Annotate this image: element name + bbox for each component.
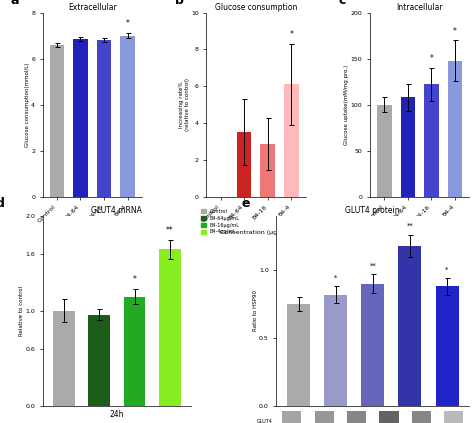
Bar: [315, 411, 334, 423]
Bar: [287, 304, 310, 406]
Y-axis label: Glucose consumption(mmol/L): Glucose consumption(mmol/L): [25, 63, 30, 147]
Text: d: d: [0, 197, 4, 210]
Text: *: *: [453, 27, 457, 36]
Bar: [324, 294, 347, 406]
Bar: [159, 249, 181, 406]
Title: GLUT4 mRNA: GLUT4 mRNA: [91, 206, 142, 215]
Y-axis label: Increasing rate%
(relative to control): Increasing rate% (relative to control): [179, 78, 190, 131]
Bar: [448, 60, 463, 197]
Title: Intracellular: Intracellular: [396, 3, 443, 12]
Bar: [73, 39, 88, 197]
Text: *: *: [126, 19, 129, 28]
Text: *: *: [133, 275, 137, 284]
Bar: [444, 411, 464, 423]
Bar: [424, 85, 439, 197]
Text: *: *: [334, 275, 337, 281]
Bar: [237, 132, 252, 197]
Title: Extracellular: Extracellular: [68, 3, 117, 12]
Text: **: **: [407, 223, 413, 229]
Text: b: b: [174, 0, 183, 7]
Text: c: c: [338, 0, 346, 7]
Bar: [97, 40, 111, 197]
Bar: [436, 286, 458, 406]
Y-axis label: Ratio to HSP90: Ratio to HSP90: [253, 291, 257, 331]
Text: **: **: [369, 263, 376, 269]
Bar: [401, 97, 415, 197]
Bar: [88, 315, 110, 406]
Text: a: a: [11, 0, 19, 7]
X-axis label: Concentration (μg/mL): Concentration (μg/mL): [220, 230, 292, 235]
X-axis label: 24h: 24h: [109, 410, 124, 419]
Bar: [49, 45, 64, 197]
Bar: [53, 311, 75, 406]
Bar: [347, 411, 366, 423]
Text: *: *: [445, 266, 449, 272]
Y-axis label: Glucose uptake(mM/mg pro.): Glucose uptake(mM/mg pro.): [344, 65, 349, 145]
Title: GLUT4 protein: GLUT4 protein: [346, 206, 400, 215]
Bar: [124, 297, 146, 406]
Text: *: *: [290, 30, 293, 39]
Bar: [399, 246, 421, 406]
Bar: [260, 144, 275, 197]
Text: **: **: [166, 226, 173, 235]
Bar: [412, 411, 431, 423]
Legend: Control, B4-64μg/mL, B4-16μg/mL, B4-4μg/mL: Control, B4-64μg/mL, B4-16μg/mL, B4-4μg/…: [201, 209, 240, 234]
Bar: [361, 284, 384, 406]
Y-axis label: Relative to control: Relative to control: [19, 286, 24, 336]
Bar: [284, 85, 299, 197]
X-axis label: Concentration (μg/mL): Concentration (μg/mL): [56, 230, 128, 235]
Bar: [377, 105, 392, 197]
Title: Glucose consumption: Glucose consumption: [215, 3, 297, 12]
Bar: [379, 411, 399, 423]
Bar: [120, 36, 135, 197]
Text: GLUT4: GLUT4: [256, 419, 273, 423]
Text: e: e: [242, 197, 250, 210]
Bar: [282, 411, 301, 423]
X-axis label: Concentration (μg/mL): Concentration (μg/mL): [384, 230, 456, 235]
Text: *: *: [429, 54, 433, 63]
